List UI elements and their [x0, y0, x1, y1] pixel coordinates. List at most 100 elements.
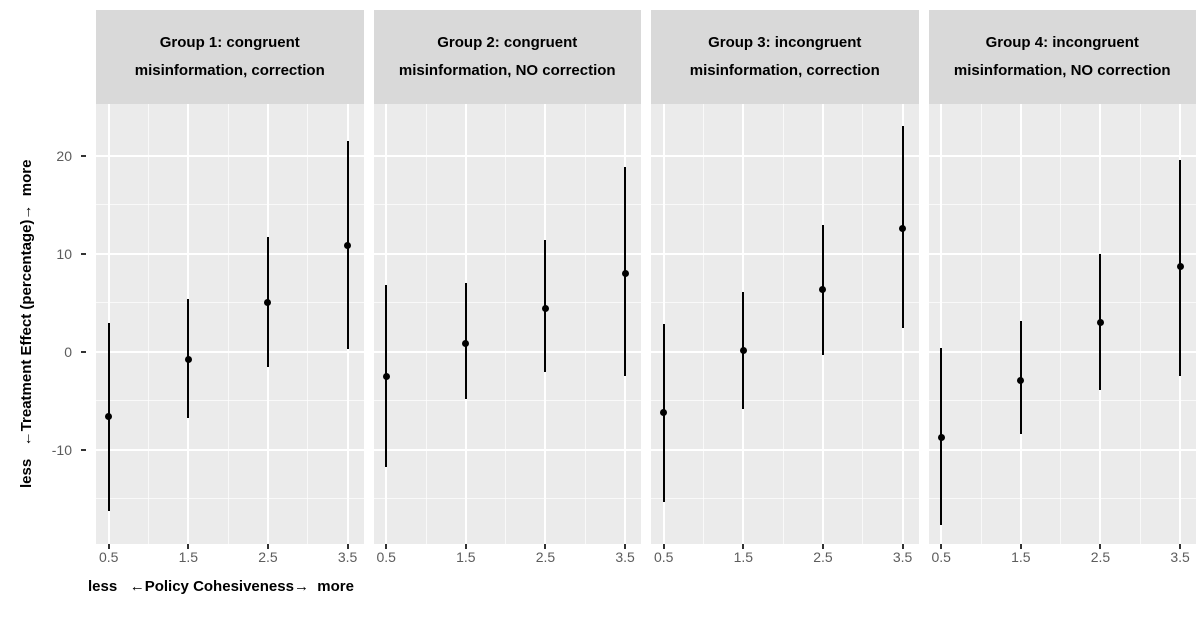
gridline-x-minor — [1060, 104, 1062, 544]
x-tick-mark — [901, 544, 904, 549]
facet-header: Group 4: incongruent misinformation, NO … — [928, 10, 1196, 104]
plot-area — [928, 104, 1196, 544]
point-estimate-dot — [621, 270, 629, 278]
plot-area — [373, 104, 641, 544]
x-axis: 0.5 1.5 2.5 3.5 — [929, 544, 1197, 568]
gridline-y-minor — [651, 302, 919, 304]
x-tick-mark — [1179, 544, 1182, 549]
x-tick-label: 3.5 — [892, 549, 913, 565]
point-estimate-dot — [264, 299, 272, 307]
gridline-y-major — [928, 448, 1196, 451]
x-tick-label: 0.5 — [931, 549, 951, 565]
x-tick-label: 0.5 — [99, 549, 119, 565]
y-tick-label: 0 — [64, 343, 72, 360]
facet-title: Group 2: congruent misinformation, NO co… — [398, 34, 616, 79]
y-axis-title: less ←Treatment Effect (percentage)→ mor… — [18, 159, 35, 489]
gridline-y-minor — [96, 302, 364, 304]
gridline-y-minor — [373, 204, 641, 206]
point-estimate-dot — [660, 409, 668, 417]
gridline-x-minor — [425, 104, 427, 544]
point-estimate-dot — [739, 347, 747, 355]
x-tick-mark — [187, 544, 190, 549]
point-estimate-dot — [1176, 263, 1184, 271]
gridline-y-major — [928, 154, 1196, 157]
gridline-y-minor — [96, 400, 364, 402]
x-tick-label: 3.5 — [1170, 549, 1190, 565]
x-tick-label: 2.5 — [535, 549, 556, 565]
gridline-y-major — [96, 448, 364, 451]
gridline-y-minor — [651, 204, 919, 206]
gridline-y-major — [651, 448, 919, 451]
x-axis: 0.5 1.5 2.5 3.5 — [651, 544, 919, 568]
gridline-y-major — [96, 350, 364, 353]
x-tick-label: 0.5 — [376, 549, 396, 565]
x-tick-mark — [1099, 544, 1102, 549]
x-tick-mark — [266, 544, 269, 549]
point-estimate-dot — [344, 241, 352, 249]
x-tick-mark — [346, 544, 349, 549]
x-tick-mark — [624, 544, 627, 549]
y-tick-label: 10 — [56, 245, 72, 262]
x-tick-mark — [464, 544, 467, 549]
facet-title: Group 1: congruent misinformation, corre… — [134, 34, 325, 79]
gridline-y-major — [96, 154, 364, 157]
gridline-y-major — [928, 252, 1196, 255]
facet-header: Group 1: congruent misinformation, corre… — [96, 10, 364, 104]
gridline-x-minor — [862, 104, 864, 544]
point-estimate-dot — [462, 339, 470, 347]
gridline-x-minor — [307, 104, 309, 544]
gridline-y-major — [373, 252, 641, 255]
facet-panel: Group 3: incongruent misinformation, cor… — [651, 10, 919, 568]
point-estimate-dot — [937, 433, 945, 441]
facet-header: Group 3: incongruent misinformation, cor… — [651, 10, 919, 104]
point-estimate-dot — [1096, 319, 1104, 327]
point-estimate-dot — [105, 413, 113, 421]
y-axis: less ←Treatment Effect (percentage)→ mor… — [0, 10, 86, 568]
x-tick-mark — [385, 544, 388, 549]
gridline-y-major — [651, 252, 919, 255]
gridline-x-minor — [148, 104, 150, 544]
gridline-y-minor — [928, 498, 1196, 500]
y-tick-mark — [81, 154, 86, 157]
gridline-y-minor — [651, 498, 919, 500]
x-tick-mark — [544, 544, 547, 549]
plot-area — [651, 104, 919, 544]
point-estimate-dot — [899, 224, 907, 232]
gridline-y-minor — [373, 498, 641, 500]
gridline-y-minor — [928, 400, 1196, 402]
gridline-x-minor — [584, 104, 586, 544]
x-tick-label: 1.5 — [733, 549, 754, 565]
gridline-y-major — [373, 154, 641, 157]
facet-panel: Group 4: incongruent misinformation, NO … — [928, 10, 1197, 568]
gridline-x-minor — [980, 104, 982, 544]
gridline-y-major — [651, 350, 919, 353]
gridline-y-minor — [928, 302, 1196, 304]
facet-header: Group 2: congruent misinformation, NO co… — [373, 10, 641, 104]
gridline-x-minor — [227, 104, 229, 544]
y-tick-mark — [81, 350, 86, 353]
y-tick-label: -10 — [51, 441, 72, 458]
x-tick-mark — [1019, 544, 1022, 549]
x-axis: 0.5 1.5 2.5 3.5 — [374, 544, 642, 568]
gridline-y-major — [373, 448, 641, 451]
x-tick-label: 1.5 — [1011, 549, 1031, 565]
y-tick-mark — [81, 252, 86, 255]
x-tick-label: 2.5 — [813, 549, 833, 565]
facet-title: Group 3: incongruent misinformation, cor… — [689, 34, 880, 79]
x-axis-title: less ←Policy Cohesiveness→ more — [88, 578, 354, 595]
gridline-y-major — [96, 252, 364, 255]
facet-title: Group 4: incongruent misinformation, NO … — [953, 34, 1171, 79]
facet-panel: Group 2: congruent misinformation, NO co… — [373, 10, 642, 568]
gridline-y-minor — [373, 302, 641, 304]
x-tick-label: 2.5 — [1090, 549, 1111, 565]
x-tick-label: 0.5 — [654, 549, 674, 565]
x-tick-mark — [107, 544, 110, 549]
x-tick-label: 2.5 — [258, 549, 278, 565]
gridline-y-major — [373, 350, 641, 353]
gridline-x-minor — [505, 104, 507, 544]
gridline-x-minor — [1139, 104, 1141, 544]
x-tick-label: 3.5 — [615, 549, 635, 565]
gridline-y-major — [651, 154, 919, 157]
x-tick-mark — [821, 544, 824, 549]
x-tick-label: 1.5 — [456, 549, 476, 565]
